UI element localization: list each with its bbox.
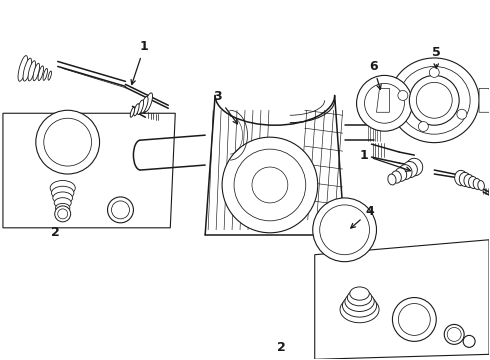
Circle shape	[107, 197, 133, 223]
Circle shape	[44, 118, 92, 166]
Ellipse shape	[478, 181, 484, 190]
Text: 5: 5	[432, 46, 441, 68]
Ellipse shape	[399, 165, 412, 179]
Circle shape	[409, 75, 459, 125]
Circle shape	[58, 209, 68, 219]
Circle shape	[365, 84, 404, 123]
Ellipse shape	[134, 104, 139, 116]
Circle shape	[429, 67, 439, 77]
Ellipse shape	[55, 203, 70, 212]
Ellipse shape	[141, 96, 148, 113]
Ellipse shape	[455, 170, 467, 186]
Circle shape	[398, 90, 408, 100]
Polygon shape	[315, 240, 489, 359]
Ellipse shape	[50, 180, 75, 195]
Text: 4: 4	[351, 205, 374, 228]
Ellipse shape	[406, 158, 423, 176]
Polygon shape	[376, 88, 390, 112]
Circle shape	[398, 303, 430, 336]
Circle shape	[55, 206, 71, 222]
Ellipse shape	[340, 296, 379, 323]
Ellipse shape	[398, 67, 470, 134]
Circle shape	[252, 167, 288, 203]
Circle shape	[222, 137, 318, 233]
Circle shape	[234, 149, 306, 221]
Ellipse shape	[390, 58, 479, 143]
Ellipse shape	[23, 58, 32, 81]
Ellipse shape	[345, 292, 374, 311]
Circle shape	[357, 75, 413, 131]
Ellipse shape	[392, 171, 401, 183]
Text: 1: 1	[359, 149, 411, 171]
Ellipse shape	[459, 172, 471, 186]
Polygon shape	[3, 113, 175, 228]
Ellipse shape	[402, 161, 417, 177]
Ellipse shape	[28, 61, 36, 81]
Ellipse shape	[468, 176, 478, 189]
Polygon shape	[479, 88, 490, 112]
Circle shape	[112, 201, 129, 219]
Text: 3: 3	[213, 90, 238, 124]
Ellipse shape	[395, 168, 407, 181]
Ellipse shape	[347, 289, 372, 306]
Circle shape	[457, 109, 467, 119]
Ellipse shape	[388, 174, 396, 185]
Text: 2: 2	[277, 341, 286, 354]
Ellipse shape	[130, 107, 135, 117]
Circle shape	[444, 324, 464, 345]
Ellipse shape	[350, 287, 369, 300]
Circle shape	[418, 122, 428, 131]
Circle shape	[392, 298, 436, 341]
Ellipse shape	[33, 63, 40, 81]
Ellipse shape	[473, 179, 481, 189]
Circle shape	[319, 205, 369, 255]
Circle shape	[447, 328, 461, 341]
Ellipse shape	[18, 55, 27, 81]
Ellipse shape	[53, 192, 73, 204]
Circle shape	[36, 110, 99, 174]
Ellipse shape	[144, 93, 152, 112]
Ellipse shape	[464, 175, 474, 188]
Ellipse shape	[51, 186, 74, 200]
Text: 6: 6	[369, 60, 381, 89]
Circle shape	[416, 82, 452, 118]
Text: 2: 2	[51, 226, 60, 239]
Ellipse shape	[48, 71, 51, 80]
Circle shape	[313, 198, 376, 262]
Ellipse shape	[137, 100, 144, 114]
Ellipse shape	[343, 294, 377, 317]
Ellipse shape	[54, 198, 71, 208]
Ellipse shape	[38, 66, 44, 81]
Text: 1: 1	[131, 40, 149, 84]
Ellipse shape	[43, 68, 48, 80]
Circle shape	[463, 336, 475, 347]
